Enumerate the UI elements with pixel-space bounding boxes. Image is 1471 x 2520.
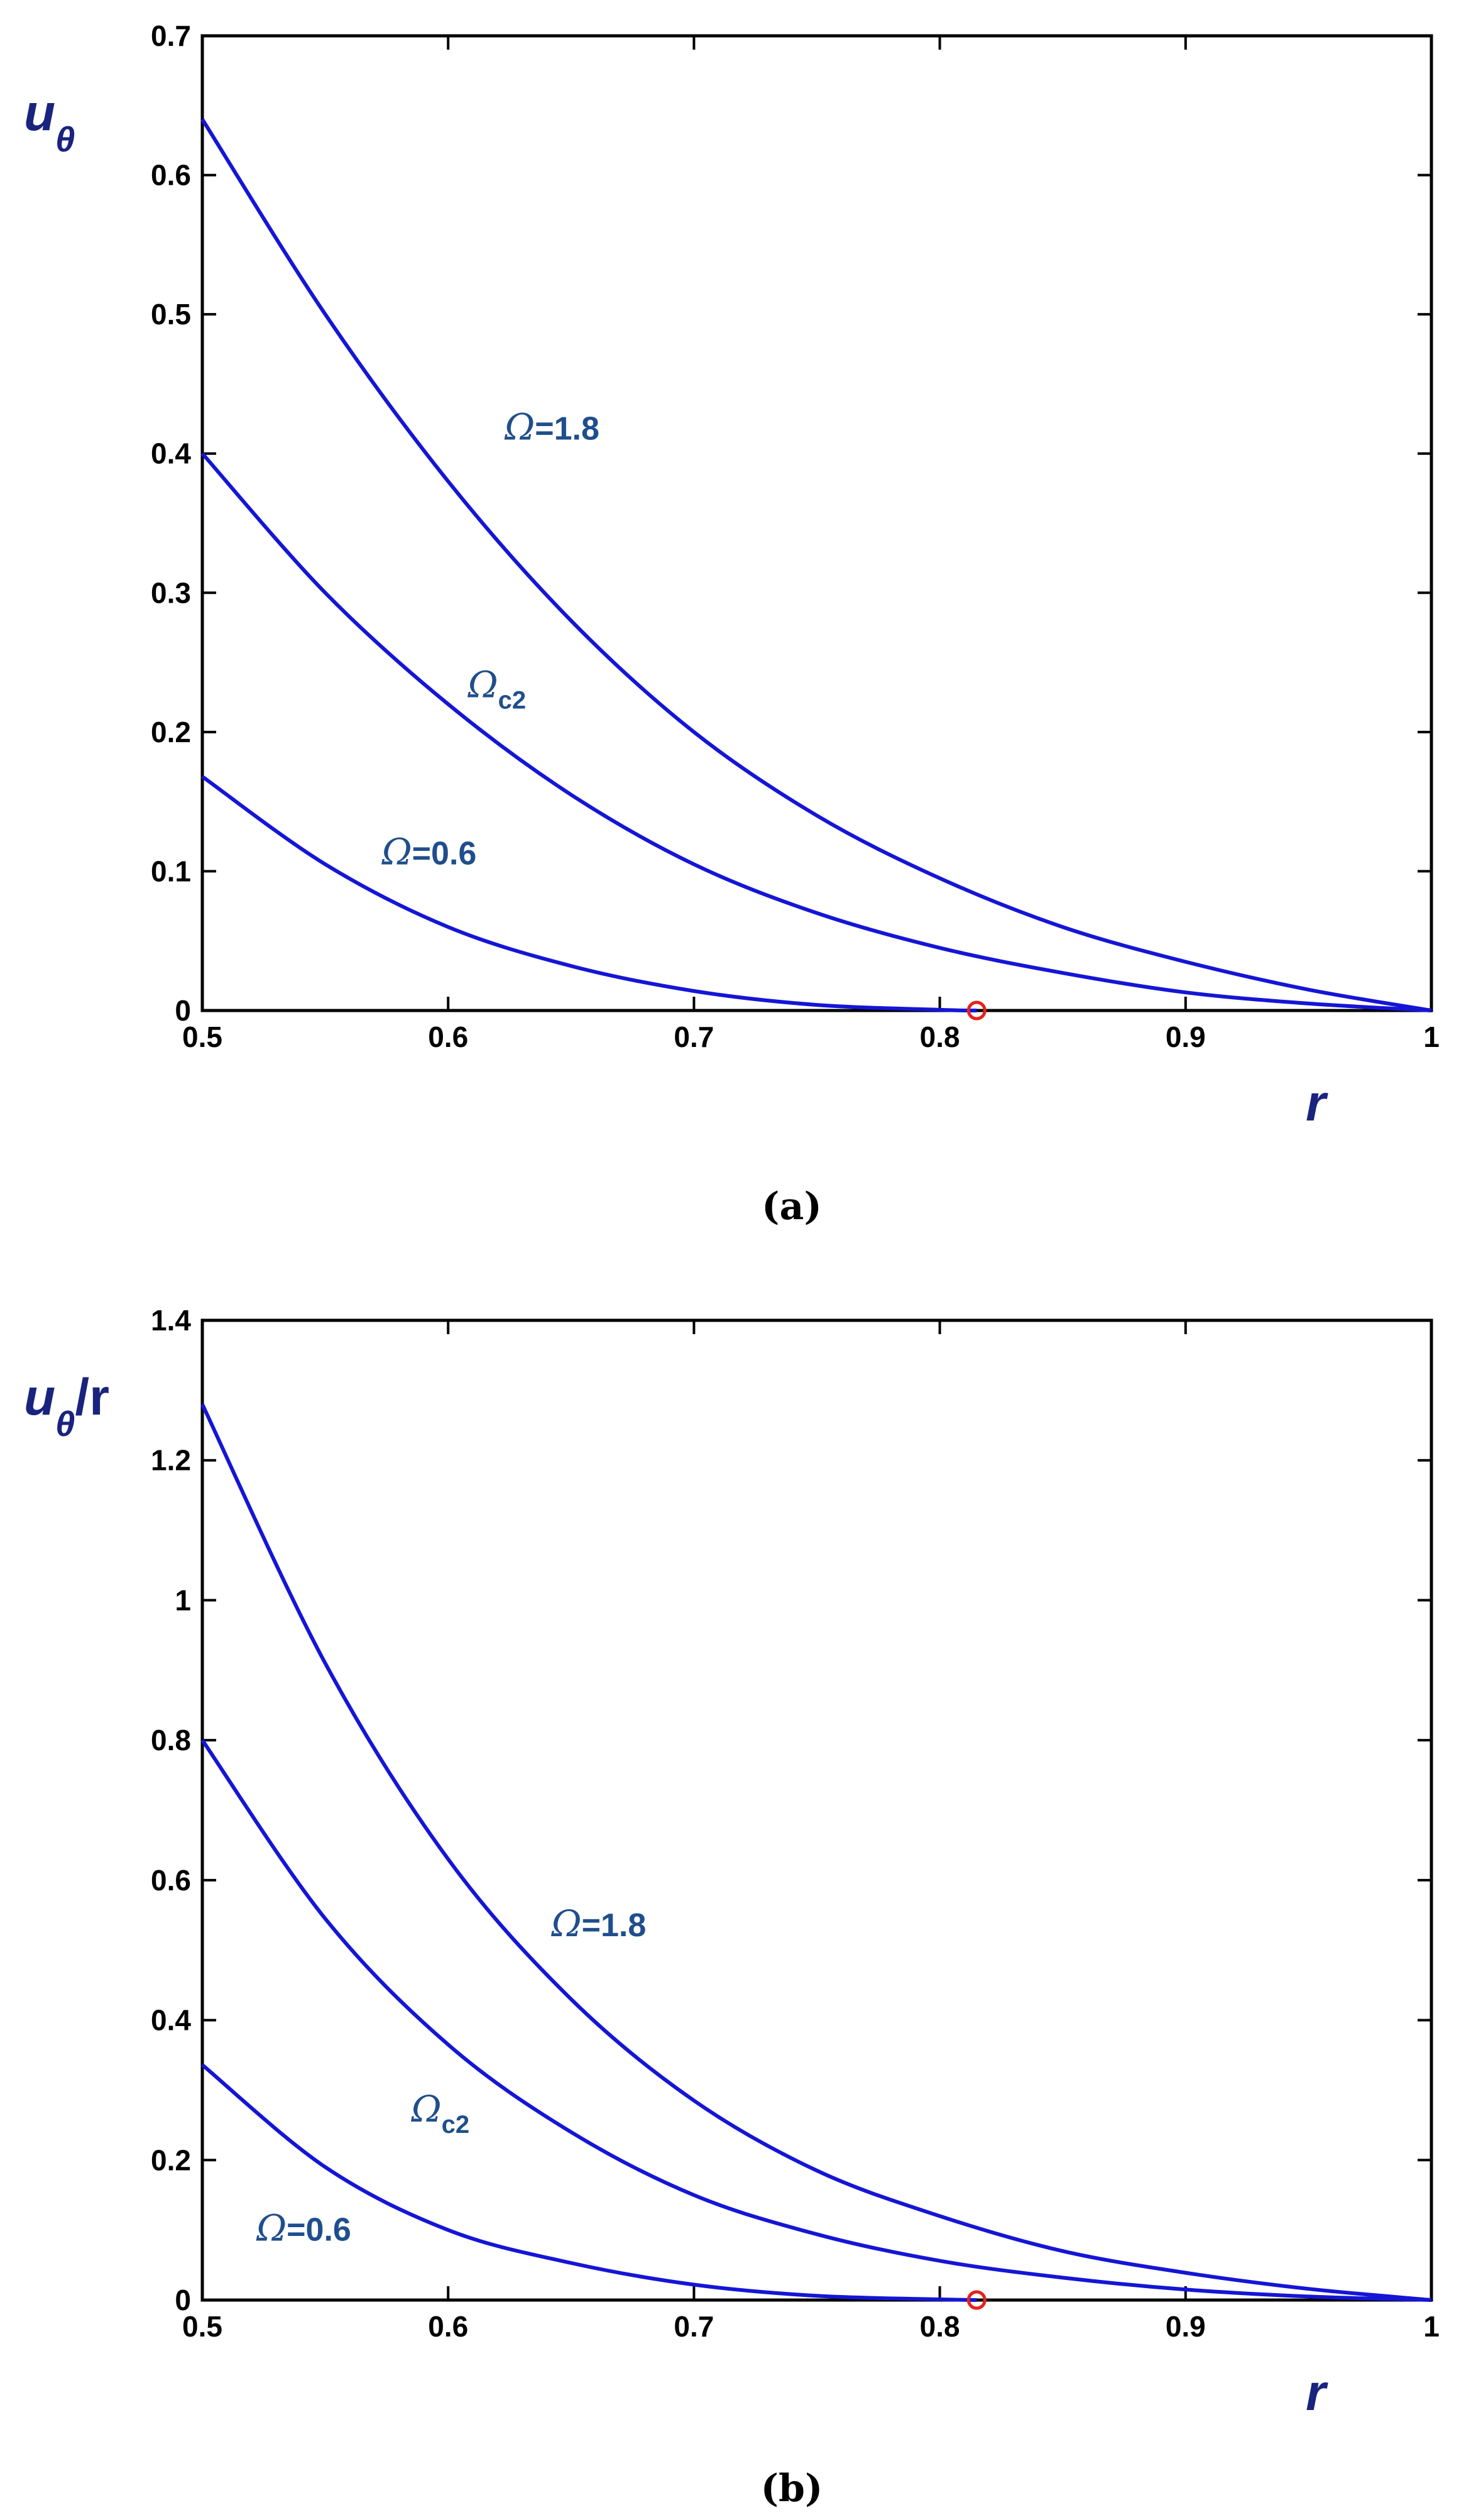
series-label: Ω=0.6 (381, 830, 477, 873)
y-tick-label: 0.6 (151, 159, 191, 192)
x-tick-label: 1 (1423, 1021, 1440, 1053)
x-tick-label: 0.7 (674, 2310, 714, 2343)
x-tick-label: 0.7 (674, 1021, 714, 1053)
y-tick-label: 0.3 (151, 576, 191, 609)
series-label: Ω=0.6 (256, 2206, 351, 2249)
series-line (201, 2063, 977, 2302)
critical-point-marker (966, 1000, 987, 1021)
y-tick-label: 0.7 (151, 19, 191, 52)
x-tick-label: 0.6 (428, 1021, 468, 1053)
y-tick-label: 0.2 (151, 716, 191, 748)
panel-a: 0.5 0.6 0.7 0.8 0.9 1 0 0.1 0.2 0.3 0.4 0.5 0.6 0.7 Ω=… (24, 19, 1440, 1229)
y-tick-label: 0.8 (151, 1724, 191, 1756)
series-label: Ω=1.8 (551, 1902, 647, 1945)
series-label: Ωc2 (411, 2088, 470, 2139)
panel-caption: (a) (762, 1185, 822, 1229)
y-tick-label: 0 (175, 994, 191, 1027)
x-axis-label: r (1306, 2364, 1328, 2421)
y-tick-label: 0 (175, 2284, 191, 2316)
critical-point-marker (966, 2290, 987, 2310)
series-label: Ω=1.8 (504, 406, 599, 449)
x-tick-label: 0.8 (920, 2310, 960, 2343)
y-tick-label: 0.2 (151, 2144, 191, 2176)
x-tick-label: 0.9 (1166, 1021, 1206, 1053)
x-tick-label: 0.8 (920, 1021, 960, 1053)
x-axis-label: r (1306, 1075, 1328, 1132)
plot-frame (200, 1318, 1433, 2302)
series-line (200, 118, 1432, 1012)
y-tick-label: 1.4 (151, 1304, 191, 1337)
plot-frame (200, 34, 1433, 1012)
x-tick-label: 0.5 (182, 2310, 222, 2343)
x-tick-label: 1 (1423, 2310, 1440, 2343)
x-tick-label: 0.6 (428, 2310, 468, 2343)
x-tick-label: 0.5 (182, 1021, 222, 1053)
panel-b: 0.5 0.6 0.7 0.8 0.9 1 0 0.2 0.4 0.6 0.8 1 1.2 1.4 Ω=1.… (24, 1304, 1440, 2511)
y-tick-label: 1 (175, 1584, 191, 1616)
series-line (200, 1403, 1432, 2302)
x-tick-label: 0.9 (1166, 2310, 1206, 2343)
y-tick-label: 1.2 (151, 1444, 191, 1477)
y-tick-label: 0.4 (151, 437, 191, 470)
y-tick-label: 0.4 (151, 2004, 191, 2037)
series-line (201, 775, 977, 1012)
panel-caption: (b) (761, 2467, 823, 2511)
y-tick-label: 0.6 (151, 1864, 191, 1897)
y-axis-label: uθ (24, 84, 75, 159)
series-label: Ωc2 (467, 663, 526, 714)
y-tick-label: 0.1 (151, 855, 191, 887)
series-line (200, 452, 1432, 1012)
y-axis-label: uθ/r (24, 1369, 109, 1444)
series-line (200, 1739, 1432, 2302)
y-tick-label: 0.5 (151, 298, 191, 331)
